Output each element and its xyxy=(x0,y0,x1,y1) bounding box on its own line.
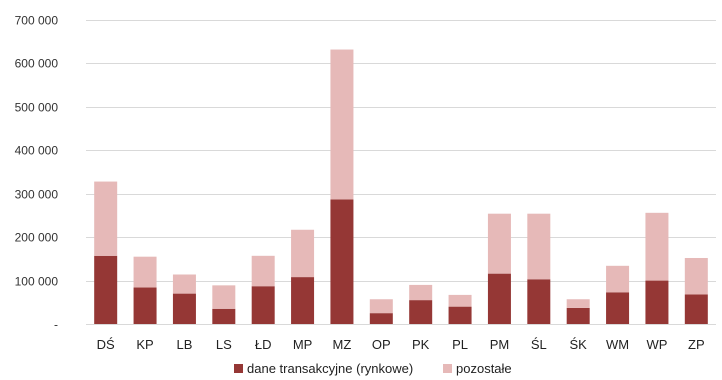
bar-segment-transaction xyxy=(527,279,551,324)
bar-segment-other xyxy=(369,299,393,314)
bar-segment-other xyxy=(172,274,196,294)
y-tick-label: 700 000 xyxy=(15,14,59,28)
y-tick-label: 600 000 xyxy=(15,57,59,71)
bar-segment-other xyxy=(645,212,669,281)
bar-segment-other xyxy=(212,285,236,309)
y-tick-label: - xyxy=(54,318,58,332)
bar-segment-other xyxy=(606,265,630,293)
x-category-label: ŚL xyxy=(531,337,547,352)
legend-swatch xyxy=(443,364,452,373)
bar-segment-transaction xyxy=(684,294,708,324)
legend-label: dane transakcyjne (rynkowe) xyxy=(247,361,413,376)
bar-segment-transaction xyxy=(409,300,433,324)
bar-segment-other xyxy=(566,299,590,308)
x-category-label: DŚ xyxy=(97,337,115,352)
bar-segment-transaction xyxy=(212,308,236,324)
bar-segment-other xyxy=(330,49,354,200)
bars xyxy=(94,49,708,324)
x-category-label: MP xyxy=(293,337,313,352)
bar-segment-transaction xyxy=(330,199,354,324)
y-tick-label: 200 000 xyxy=(15,231,59,245)
y-axis-tick-labels: - 100 000 200 000 300 000 400 000 500 000 600 … xyxy=(15,14,59,332)
bar-segment-other xyxy=(251,255,275,287)
bar-segment-transaction xyxy=(487,273,511,324)
bar-segment-transaction xyxy=(291,277,315,324)
x-category-label: PL xyxy=(452,337,468,352)
bar-segment-other xyxy=(487,213,511,274)
bar-segment-transaction xyxy=(251,286,275,324)
bar-segment-transaction xyxy=(566,307,590,324)
x-category-label: MZ xyxy=(333,337,352,352)
bar-segment-other xyxy=(409,284,433,301)
x-category-label: KP xyxy=(136,337,153,352)
x-category-label: WM xyxy=(606,337,629,352)
x-category-label: ŚK xyxy=(570,337,588,352)
x-axis-category-labels: DŚ KP LB LS ŁD MP MZ OP PK PL PM ŚL ŚK WM WP ZP xyxy=(97,337,705,352)
legend-label: pozostałe xyxy=(456,361,512,376)
y-tick-label: 400 000 xyxy=(15,144,59,158)
y-tick-label: 500 000 xyxy=(15,101,59,115)
bar-segment-other xyxy=(133,256,157,288)
x-category-label: ZP xyxy=(688,337,705,352)
bar-segment-other xyxy=(448,294,472,307)
x-category-label: OP xyxy=(372,337,391,352)
x-category-label: WP xyxy=(646,337,667,352)
bar-segment-transaction xyxy=(94,255,118,324)
y-tick-label: 100 000 xyxy=(15,275,59,289)
bar-segment-other xyxy=(94,181,118,256)
x-category-label: LS xyxy=(216,337,232,352)
y-tick-label: 300 000 xyxy=(15,188,59,202)
bar-segment-transaction xyxy=(448,306,472,324)
legend: dane transakcyjne (rynkowe) pozostałe xyxy=(234,361,512,376)
bar-segment-other xyxy=(684,257,708,295)
bar-segment-other xyxy=(527,213,551,280)
bar-segment-other xyxy=(291,229,315,278)
bar-segment-transaction xyxy=(645,280,669,324)
legend-swatch xyxy=(234,364,243,373)
x-category-label: ŁD xyxy=(255,337,272,352)
bar-segment-transaction xyxy=(133,287,157,324)
x-category-label: PM xyxy=(490,337,510,352)
bar-segment-transaction xyxy=(606,292,630,324)
x-category-label: PK xyxy=(412,337,430,352)
bar-segment-transaction xyxy=(369,313,393,324)
x-category-label: LB xyxy=(176,337,192,352)
bar-segment-transaction xyxy=(172,293,196,324)
